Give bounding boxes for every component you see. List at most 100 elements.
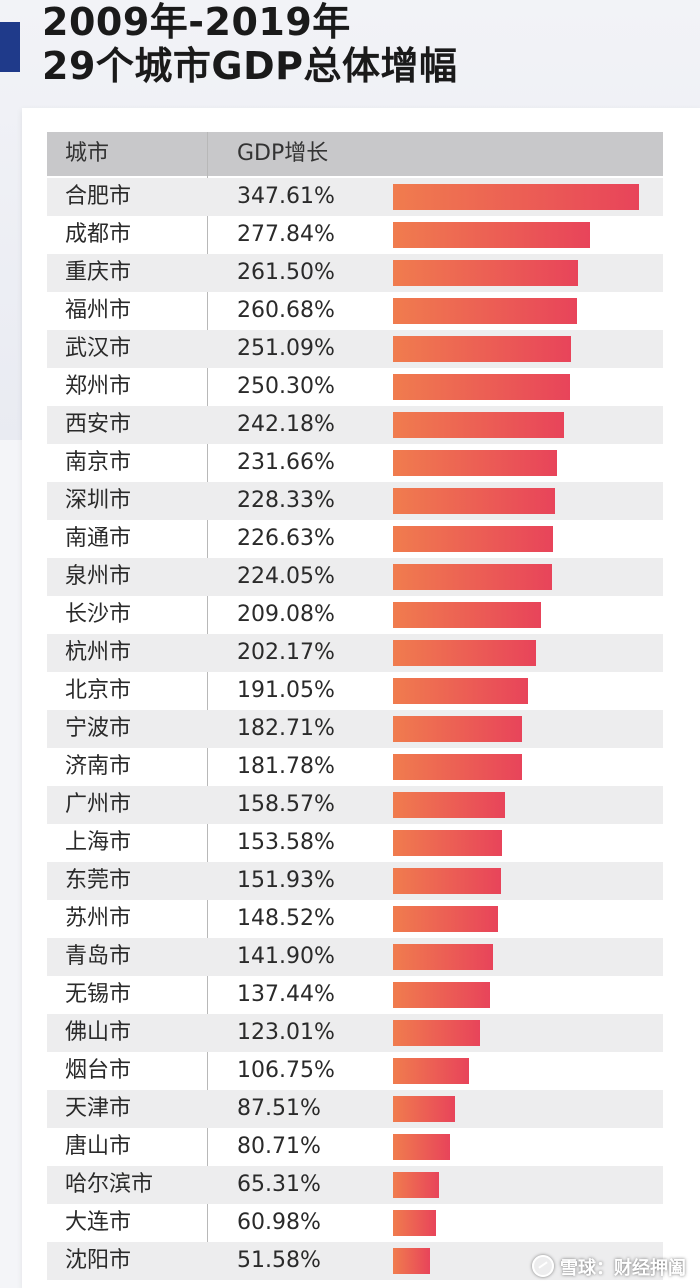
growth-bar [393,298,577,324]
city-label: 南通市 [65,526,132,551]
table-row: 重庆市 261.50% [47,254,663,292]
growth-value-label: 158.57% [237,792,335,817]
header-city: 城市 [65,141,110,166]
growth-bar [393,1020,480,1046]
growth-value-label: 65.31% [237,1172,321,1197]
table-row: 宁波市 182.71% [47,710,663,748]
city-label: 哈尔滨市 [65,1172,154,1197]
city-label: 武汉市 [65,336,132,361]
growth-bar [393,374,570,400]
growth-value-label: 137.44% [237,982,335,1007]
city-label: 大连市 [65,1210,132,1235]
growth-bar [393,526,553,552]
growth-bar [393,488,555,514]
growth-bar [393,184,639,210]
growth-bar [393,450,557,476]
table-row: 天津市 87.51% [47,1090,663,1128]
city-label: 重庆市 [65,260,132,285]
growth-value-label: 209.08% [237,602,335,627]
table-row: 杭州市 202.17% [47,634,663,672]
growth-bar [393,222,590,248]
city-label: 东莞市 [65,868,132,893]
city-label: 苏州市 [65,906,132,931]
table-row: 武汉市 251.09% [47,330,663,368]
growth-bar [393,716,522,742]
city-label: 青岛市 [65,944,132,969]
growth-value-label: 224.05% [237,564,335,589]
watermark: 雪球：财经押阖 [532,1254,686,1280]
city-label: 杭州市 [65,640,132,665]
table-row: 长沙市 209.08% [47,596,663,634]
table-row: 无锡市 137.44% [47,976,663,1014]
growth-bar [393,1172,439,1198]
growth-bar [393,1096,455,1122]
header-gdp-growth: GDP增长 [237,141,329,166]
growth-value-label: 347.61% [237,184,335,209]
table-row: 广州市 158.57% [47,786,663,824]
city-label: 上海市 [65,830,132,855]
growth-value-label: 153.58% [237,830,335,855]
growth-value-label: 231.66% [237,450,335,475]
growth-bar [393,868,501,894]
growth-bar [393,336,571,362]
city-label: 福州市 [65,298,132,323]
city-label: 深圳市 [65,488,132,513]
table-row: 泉州市 224.05% [47,558,663,596]
city-label: 唐山市 [65,1134,132,1159]
growth-bar [393,412,564,438]
growth-bar [393,944,493,970]
growth-value-label: 151.93% [237,868,335,893]
table-row: 福州市 260.68% [47,292,663,330]
title-line-1: 2009年-2019年 [42,0,351,44]
growth-value-label: 226.63% [237,526,335,551]
city-label: 成都市 [65,222,132,247]
growth-value-label: 80.71% [237,1134,321,1159]
growth-bar [393,754,522,780]
city-label: 沈阳市 [65,1248,132,1273]
growth-value-label: 106.75% [237,1058,335,1083]
city-label: 合肥市 [65,184,132,209]
table-row: 哈尔滨市 65.31% [47,1166,663,1204]
growth-value-label: 123.01% [237,1020,335,1045]
table-row: 青岛市 141.90% [47,938,663,976]
table-row: 烟台市 106.75% [47,1052,663,1090]
growth-bar [393,1134,450,1160]
growth-value-label: 228.33% [237,488,335,513]
city-label: 泉州市 [65,564,132,589]
city-label: 宁波市 [65,716,132,741]
growth-bar [393,1248,430,1274]
city-label: 南京市 [65,450,132,475]
chart-title: 2009年-2019年 29个城市GDP总体增幅 [42,0,457,88]
city-label: 郑州市 [65,374,132,399]
table-row: 唐山市 80.71% [47,1128,663,1166]
table-row: 成都市 277.84% [47,216,663,254]
growth-value-label: 181.78% [237,754,335,779]
growth-value-label: 191.05% [237,678,335,703]
table-row: 北京市 191.05% [47,672,663,710]
table-row: 济南市 181.78% [47,748,663,786]
growth-bar [393,1058,469,1084]
title-line-2: 29个城市GDP总体增幅 [42,44,458,88]
table-row: 东莞市 151.93% [47,862,663,900]
growth-value-label: 148.52% [237,906,335,931]
table-row: 佛山市 123.01% [47,1014,663,1052]
watermark-text: 雪球：财经押阖 [560,1258,686,1279]
table-row: 郑州市 250.30% [47,368,663,406]
table-row: 南通市 226.63% [47,520,663,558]
growth-value-label: 250.30% [237,374,335,399]
xueqiu-logo-icon [532,1255,554,1277]
growth-value-label: 242.18% [237,412,335,437]
growth-bar [393,982,490,1008]
table-row: 西安市 242.18% [47,406,663,444]
table-header: 城市 GDP增长 [47,132,663,176]
city-label: 北京市 [65,678,132,703]
table-row: 南京市 231.66% [47,444,663,482]
growth-bar [393,640,536,666]
table-row: 大连市 60.98% [47,1204,663,1242]
table-row: 沈阳市 51.58% [47,1242,663,1280]
growth-bar [393,1210,436,1236]
growth-value-label: 251.09% [237,336,335,361]
growth-bar [393,602,541,628]
growth-bar [393,792,505,818]
